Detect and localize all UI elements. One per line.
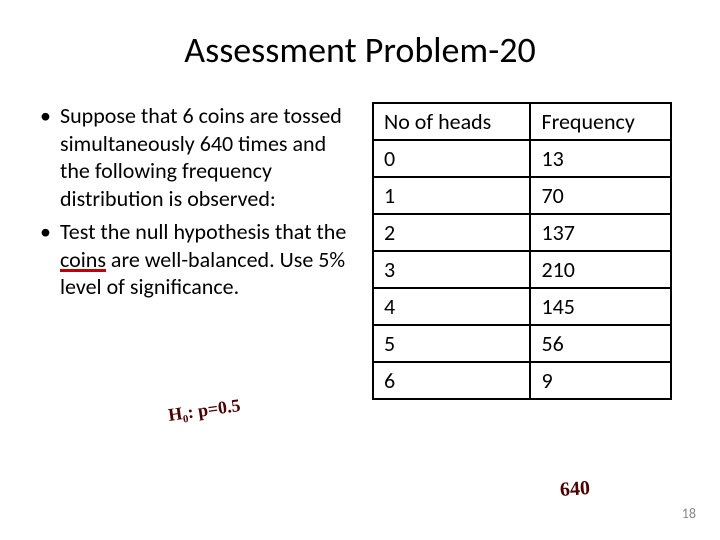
table-header-row: No of heads Frequency	[373, 103, 671, 140]
cell: 70	[530, 177, 671, 214]
table-row: 556	[373, 325, 671, 362]
bullet-text: Suppose that 6 coins are tossed simultan…	[60, 102, 342, 212]
page-number: 18	[682, 505, 696, 522]
content-row: Suppose that 6 coins are tossed simultan…	[40, 102, 680, 400]
cell: 0	[373, 140, 530, 177]
col-header-heads: No of heads	[373, 103, 530, 140]
table-body: 013 170 2137 3210 4145 556 69	[373, 140, 671, 399]
cell: 1	[373, 177, 530, 214]
table-row: 013	[373, 140, 671, 177]
table-row: 170	[373, 177, 671, 214]
slide: Assessment Problem-20 Suppose that 6 coi…	[0, 0, 720, 540]
frequency-table: No of heads Frequency 013 170 2137 3210 …	[372, 102, 672, 400]
cell: 56	[530, 325, 671, 362]
cell: 6	[373, 362, 530, 399]
table-row: 69	[373, 362, 671, 399]
cell: 3	[373, 251, 530, 288]
right-column: No of heads Frequency 013 170 2137 3210 …	[372, 102, 672, 400]
cell: 13	[530, 140, 671, 177]
bullet-item: Suppose that 6 coins are tossed simultan…	[40, 102, 360, 212]
table-row: 3210	[373, 251, 671, 288]
bullet-list: Suppose that 6 coins are tossed simultan…	[40, 102, 360, 301]
cell: 5	[373, 325, 530, 362]
bullet-item: Test the null hypothesis that the coins …	[40, 218, 360, 301]
cell: 9	[530, 362, 671, 399]
cell: 145	[530, 288, 671, 325]
cell: 2	[373, 214, 530, 251]
bullet-text-part1: Test the null hypothesis that the	[60, 218, 346, 245]
cell: 137	[530, 214, 671, 251]
cell: 210	[530, 251, 671, 288]
left-column: Suppose that 6 coins are tossed simultan…	[40, 102, 360, 400]
table-row: 4145	[373, 288, 671, 325]
handwritten-total: 640	[559, 477, 591, 502]
col-header-frequency: Frequency	[530, 103, 671, 140]
cell: 4	[373, 288, 530, 325]
page-title: Assessment Problem-20	[40, 28, 680, 72]
table-row: 2137	[373, 214, 671, 251]
underlined-word: coins	[60, 250, 106, 273]
